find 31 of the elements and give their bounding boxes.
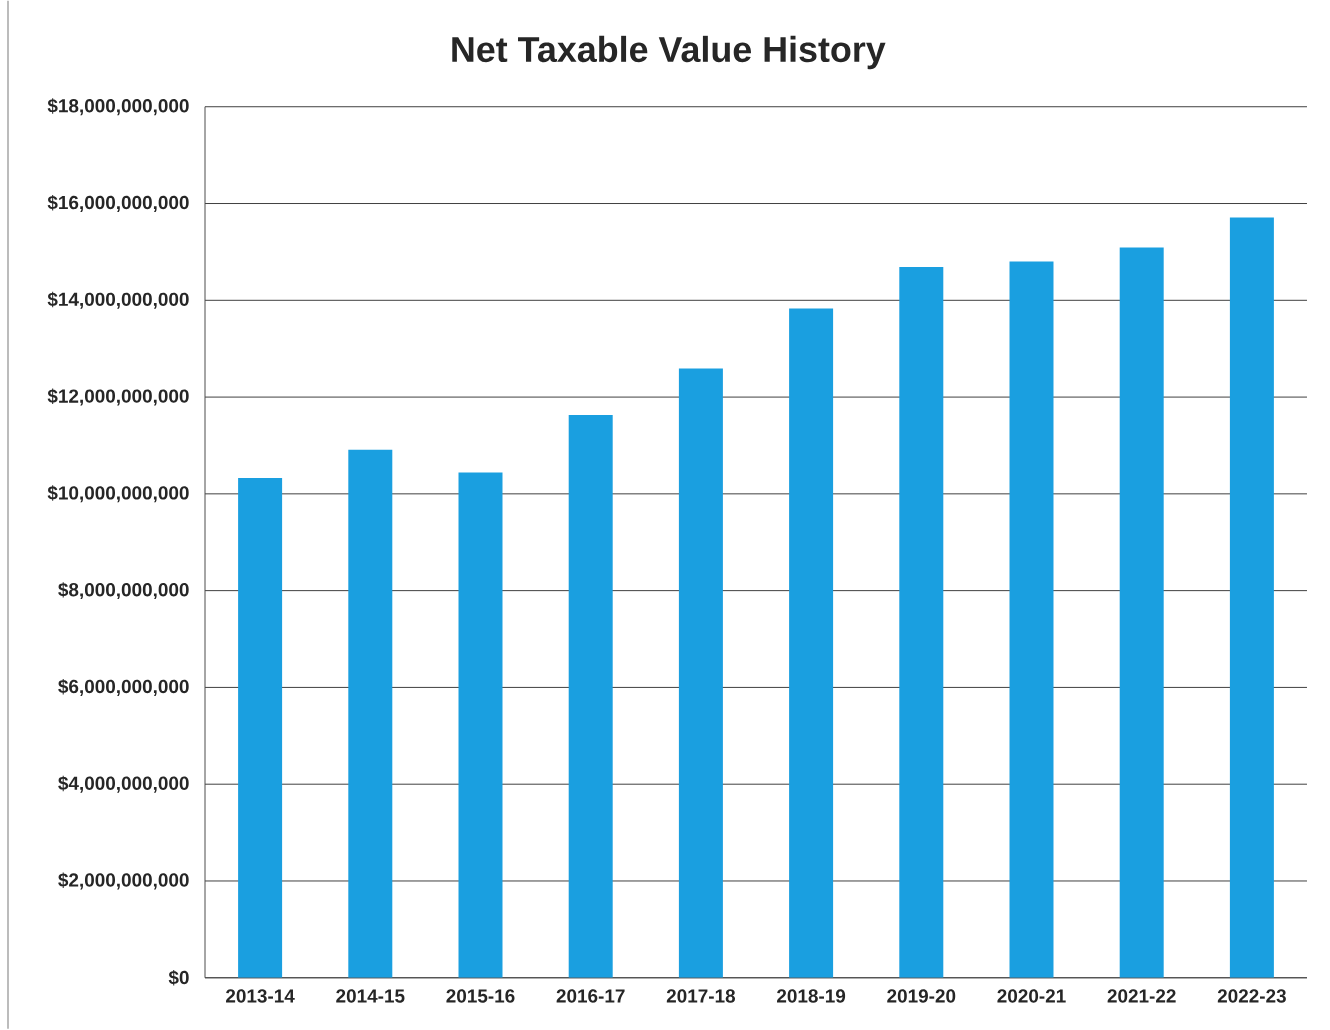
y-tick-label: $10,000,000,000 <box>47 485 189 503</box>
y-tick-label: $6,000,000,000 <box>58 679 189 697</box>
y-tick-label: $4,000,000,000 <box>58 775 189 793</box>
y-tick-label: $0 <box>168 970 189 986</box>
bar <box>238 478 283 978</box>
y-tick-label: $16,000,000,000 <box>47 195 189 213</box>
x-tick-label: 2021-22 <box>1107 989 1176 1003</box>
y-tick-label: $8,000,000,000 <box>58 582 189 600</box>
x-tick-label: 2020-21 <box>997 989 1066 1003</box>
y-tick-label: $2,000,000,000 <box>58 872 189 890</box>
x-tick-label: 2015-16 <box>446 989 515 1003</box>
bar <box>458 472 503 978</box>
bar <box>899 267 944 978</box>
x-tick-label: 2018-19 <box>777 989 846 1003</box>
x-tick-label: 2022-23 <box>1217 989 1286 1003</box>
x-tick-label: 2016-17 <box>556 989 625 1003</box>
y-tick-label: $18,000,000,000 <box>47 98 189 116</box>
y-tick-label: $12,000,000,000 <box>47 388 189 406</box>
x-tick-label: 2019-20 <box>887 989 956 1003</box>
x-tick-label: 2017-18 <box>666 989 736 1003</box>
bar <box>1119 247 1164 978</box>
chart-title: Net Taxable Value History <box>452 36 886 70</box>
bar <box>789 308 834 978</box>
bar <box>348 450 393 978</box>
bar <box>568 415 613 978</box>
x-tick-label: 2014-15 <box>336 989 405 1003</box>
y-tick-label: $14,000,000,000 <box>47 292 189 310</box>
x-tick-label: 2013-14 <box>226 989 295 1003</box>
bar <box>1009 261 1054 978</box>
bar <box>1229 217 1274 978</box>
bar <box>678 368 723 978</box>
